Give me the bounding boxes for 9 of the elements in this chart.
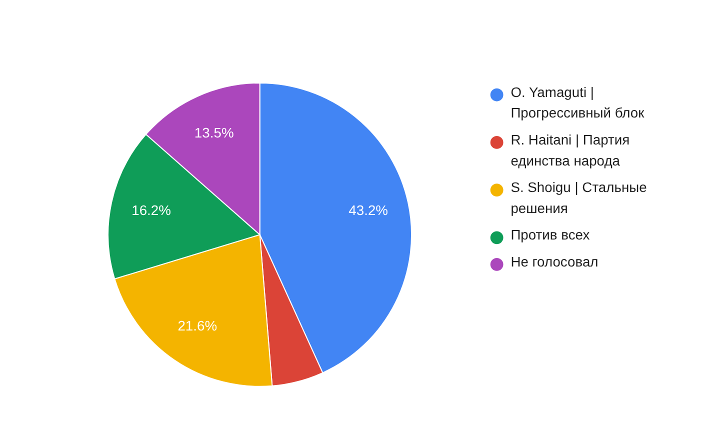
legend-label: S. Shoigu | Стальные решения <box>510 179 648 216</box>
data-label: 21.6% <box>178 318 218 334</box>
legend-label: Против всех <box>510 226 590 243</box>
data-label: 43.2% <box>348 202 388 218</box>
data-label: 13.5% <box>194 124 234 140</box>
legend-label: Не голосовал <box>510 253 598 270</box>
legend-label: R. Haitani | Партия единства народа <box>510 131 630 168</box>
data-label: 16.2% <box>132 202 171 218</box>
legend-label: O. Yamaguti | Прогрессивный блок <box>510 84 646 121</box>
